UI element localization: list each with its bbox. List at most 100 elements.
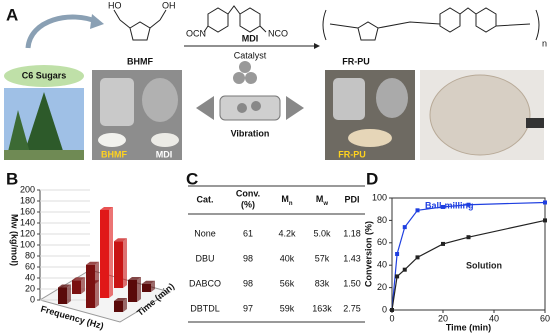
table-cell: 57k <box>315 253 330 263</box>
panel-label: B <box>6 169 18 188</box>
bar-side <box>123 238 127 288</box>
y-tick-label: 100 <box>372 192 387 202</box>
y-tick-label: 0 <box>30 294 35 304</box>
y-tick-label: 20 <box>377 282 387 292</box>
arrow-head <box>314 43 320 49</box>
y-tick-label: 40 <box>377 260 387 270</box>
y-tick-label: 20 <box>25 283 35 293</box>
ring <box>439 7 461 33</box>
data-point <box>415 208 420 213</box>
series-label: Solution <box>466 260 502 270</box>
bar-side <box>137 277 141 302</box>
bar-top <box>86 261 99 265</box>
table-cell: 1.43 <box>343 253 361 263</box>
chem-text: n <box>542 38 547 48</box>
y-tick-label: 100 <box>20 239 35 249</box>
bar-side <box>95 261 99 284</box>
table-cell: DABCO <box>189 278 221 288</box>
tweezers <box>526 118 544 128</box>
data-point <box>466 202 471 207</box>
table-cell: None <box>194 228 216 238</box>
header-text: M <box>316 194 324 204</box>
ring <box>475 7 497 33</box>
x-tick-label: 40 <box>489 313 499 323</box>
data-point <box>415 255 420 260</box>
header-cell: Mw <box>316 194 329 206</box>
data-point <box>395 252 400 256</box>
bar <box>100 210 109 298</box>
bar-top <box>114 298 127 301</box>
bonds <box>329 7 531 29</box>
ball <box>251 101 261 111</box>
process-label: Vibration <box>231 128 270 138</box>
bar-side <box>123 298 127 312</box>
x-tick-label: 0 <box>389 313 394 323</box>
film <box>429 74 531 156</box>
bar <box>114 241 123 288</box>
photo-label: FR-PU <box>338 149 366 159</box>
powder <box>151 133 179 147</box>
reagent-label: MDI <box>242 33 259 43</box>
furan-ring <box>357 21 379 41</box>
bar-side <box>109 207 113 298</box>
chem-text: NCO <box>268 28 288 38</box>
bar <box>114 301 123 312</box>
table-cell: 98 <box>243 278 253 288</box>
y-tick-label: 180 <box>20 195 35 205</box>
chem-text: OCN <box>186 28 206 38</box>
data-point <box>402 267 407 272</box>
y-tick-label: 60 <box>377 237 387 247</box>
table-cell: 5.0k <box>313 228 331 238</box>
powder <box>348 129 392 147</box>
x-tick-label: 60 <box>540 313 550 323</box>
ball <box>237 103 247 113</box>
series-label: Ball-milling <box>425 200 474 210</box>
table-cell: DBTDL <box>190 303 220 313</box>
table-cell: 83k <box>315 278 330 288</box>
header-text: M <box>281 194 289 204</box>
table-cell: 1.50 <box>343 278 361 288</box>
jar <box>100 78 134 126</box>
data-point <box>543 200 547 205</box>
y-axis-label: Conversion (%) <box>363 221 373 287</box>
data-point <box>402 225 407 230</box>
table-cell: 59k <box>280 303 295 313</box>
bar <box>86 264 95 284</box>
y-tick-label: 200 <box>20 184 35 194</box>
ball <box>233 72 245 84</box>
table-cell: 98 <box>243 253 253 263</box>
photo-label: MDI <box>156 149 173 159</box>
bar <box>58 287 67 304</box>
tree <box>6 110 32 160</box>
y-tick-label: 140 <box>20 217 35 227</box>
ring <box>239 7 261 33</box>
panel-label: D <box>366 169 378 188</box>
panel-label: A <box>6 5 18 24</box>
ring <box>207 7 229 33</box>
chem-text: HO <box>108 0 122 10</box>
data-point <box>441 204 445 209</box>
header-subscript: w <box>322 201 328 207</box>
sugar-label: C6 Sugars <box>22 70 67 80</box>
plot-frame <box>391 197 546 311</box>
product-label: FR-PU <box>342 56 370 66</box>
y-tick-label: 80 <box>377 215 387 225</box>
ball <box>245 72 257 84</box>
bonds <box>113 9 167 29</box>
header-cell: PDI <box>344 194 359 204</box>
y-tick-label: 40 <box>25 272 35 282</box>
bar-top <box>58 284 71 288</box>
photo-label: BHMF <box>101 149 127 159</box>
chem-text: OH <box>162 0 176 10</box>
data-point <box>395 274 400 279</box>
table-cell: 40k <box>280 253 295 263</box>
y-axis-label: Mw (kg/mol) <box>10 214 20 266</box>
jar <box>333 78 365 120</box>
bar-side <box>81 277 85 294</box>
y-tick-label: 60 <box>25 261 35 271</box>
table-cell: 163k <box>312 303 332 313</box>
vibration-arrow <box>286 96 304 120</box>
data-point <box>441 241 445 246</box>
panel-label: C <box>186 169 198 188</box>
